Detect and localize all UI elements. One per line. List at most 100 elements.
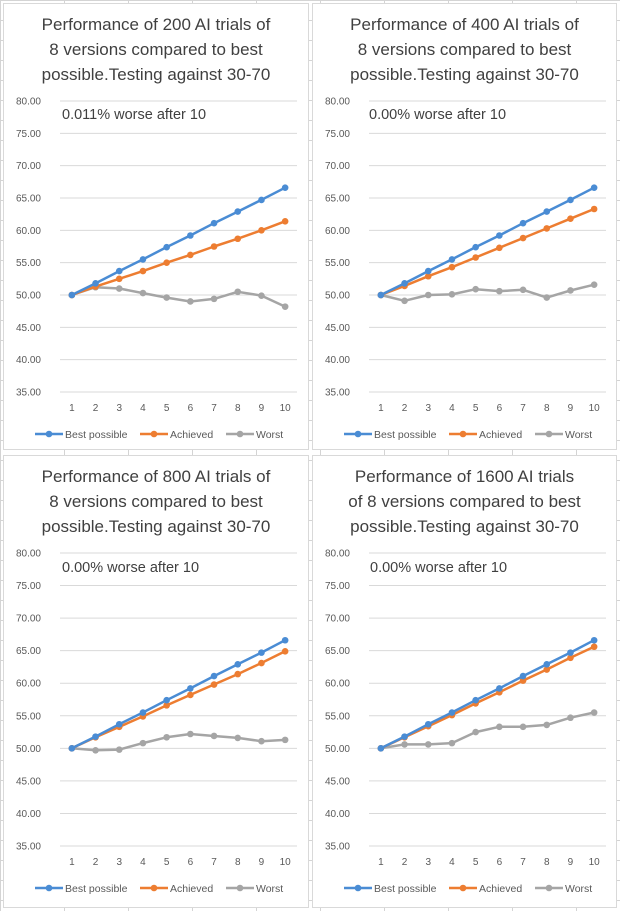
chart-annotation: 0.00% worse after 10 <box>62 560 200 576</box>
line-chart-800: 80.00 75.00 70.00 65.00 60.00 55.00 50.00 45.00… <box>16 549 297 895</box>
data-point-worst <box>543 721 551 729</box>
y-tick-label: 55.00 <box>16 711 41 722</box>
data-point-achieved <box>543 666 551 673</box>
y-tick-label: 50.00 <box>325 291 350 302</box>
data-point-achieved <box>590 643 598 651</box>
data-point-achieved <box>234 235 242 243</box>
data-point-achieved <box>234 670 242 678</box>
y-tick-label: 75.00 <box>325 129 350 140</box>
data-point-achieved <box>590 205 598 213</box>
data-point-best <box>281 184 289 191</box>
x-tick-label: 8 <box>544 403 550 414</box>
y-tick-label: 45.00 <box>325 323 350 334</box>
data-point-best <box>472 696 479 704</box>
x-tick-label: 4 <box>449 403 455 414</box>
data-point-worst <box>401 297 408 305</box>
legend-marker-achieved <box>459 430 467 438</box>
line-chart-400: 80.00 75.00 70.00 65.00 60.00 55.00 50.00 45.00… <box>325 97 606 441</box>
legend-marker-best <box>354 430 362 438</box>
data-point-best <box>163 696 170 704</box>
y-tick-label: 40.00 <box>325 355 350 366</box>
y-tick-label: 70.00 <box>325 614 350 625</box>
data-point-achieved <box>567 654 574 662</box>
y-tick-label: 60.00 <box>16 226 41 237</box>
data-point-best <box>424 720 432 728</box>
data-point-best <box>163 243 170 251</box>
data-point-best <box>115 720 123 728</box>
legend-label-achieved: Achieved <box>479 883 522 895</box>
data-point-achieved <box>163 702 170 709</box>
data-point-best <box>68 745 76 752</box>
x-tick-label: 10 <box>589 403 601 414</box>
data-point-best <box>590 184 598 191</box>
data-point-achieved <box>519 234 527 242</box>
data-point-achieved <box>163 259 170 266</box>
series-line-best <box>71 639 286 750</box>
data-point-achieved <box>496 244 503 252</box>
series-line-best <box>380 186 595 297</box>
data-point-worst <box>234 288 242 296</box>
x-tick-label: 3 <box>116 857 122 868</box>
data-point-best <box>68 291 76 299</box>
y-tick-label: 80.00 <box>16 97 41 108</box>
series-line-worst <box>380 283 595 303</box>
chart-annotation: 0.011% worse after 10 <box>62 107 207 123</box>
y-tick-label: 60.00 <box>325 226 350 237</box>
x-tick-label: 9 <box>259 857 265 868</box>
data-point-achieved <box>567 215 574 222</box>
legend-label-achieved: Achieved <box>170 429 213 441</box>
data-point-worst <box>163 733 170 741</box>
y-tick-label: 70.00 <box>325 161 350 172</box>
x-tick-label: 3 <box>425 857 431 868</box>
data-point-worst <box>115 285 123 292</box>
data-point-worst <box>519 286 527 294</box>
chart-panel-800: Performance of 800 AI trials of 8 versio… <box>3 455 309 908</box>
legend-marker-best <box>354 884 362 892</box>
data-point-best <box>401 280 408 287</box>
data-point-worst <box>472 285 479 293</box>
data-point-best <box>210 219 218 227</box>
chart-panel-1600: Performance of 1600 AI trials of 8 versi… <box>312 455 617 908</box>
legend-marker-achieved <box>459 884 467 892</box>
data-point-worst <box>448 739 456 747</box>
legend-marker-worst <box>545 884 553 892</box>
data-point-achieved <box>472 254 479 261</box>
x-tick-label: 5 <box>164 857 170 868</box>
legend-label-worst: Worst <box>565 883 592 895</box>
y-tick-label: 35.00 <box>325 388 350 399</box>
data-point-worst <box>590 709 598 716</box>
y-tick-label: 35.00 <box>325 842 350 853</box>
y-tick-label: 65.00 <box>16 194 41 205</box>
data-point-achieved <box>210 681 218 688</box>
legend-label-worst: Worst <box>256 429 283 441</box>
data-point-best <box>496 685 503 692</box>
legend-marker-worst <box>236 430 244 438</box>
x-tick-label: 7 <box>211 403 217 414</box>
data-point-best <box>472 243 479 251</box>
chart-title: Performance of 400 AI trials of 8 versio… <box>350 15 579 84</box>
y-tick-label: 75.00 <box>16 581 41 592</box>
data-point-best <box>543 661 551 668</box>
data-point-best <box>187 232 194 239</box>
x-tick-label: 1 <box>378 857 384 868</box>
y-tick-label: 40.00 <box>16 355 41 366</box>
x-tick-label: 4 <box>449 857 455 868</box>
x-tick-label: 6 <box>497 857 503 868</box>
data-point-achieved <box>210 243 218 250</box>
y-tick-label: 80.00 <box>325 97 350 108</box>
data-point-best <box>115 267 123 275</box>
chart-panel-400: Performance of 400 AI trials of 8 versio… <box>312 3 617 450</box>
data-point-best <box>496 232 503 239</box>
y-tick-label: 45.00 <box>325 776 350 787</box>
data-point-best <box>567 649 574 656</box>
data-point-achieved <box>139 267 147 275</box>
chart-panel-200: Performance of 200 AI trials of 8 versio… <box>3 3 309 450</box>
data-point-worst <box>448 291 456 298</box>
legend-label-achieved: Achieved <box>479 429 522 441</box>
legend-marker-best <box>45 430 53 438</box>
data-point-worst <box>424 741 432 748</box>
series-line-best <box>380 639 595 750</box>
series-line-achieved <box>71 650 286 750</box>
data-point-worst <box>281 736 289 744</box>
data-point-best <box>424 267 432 275</box>
